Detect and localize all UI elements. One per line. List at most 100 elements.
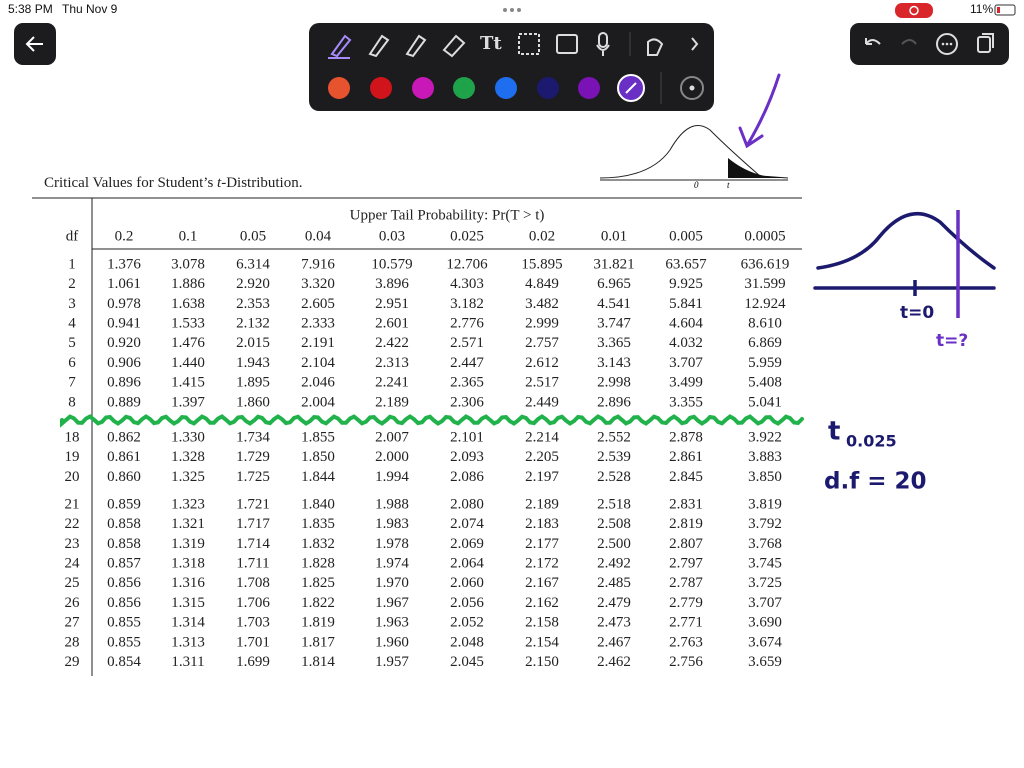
pages[interactable] bbox=[977, 36, 991, 53]
value-cell: 6.965 bbox=[597, 276, 631, 292]
value-cell: 0.857 bbox=[107, 556, 141, 572]
value-cell: 2.132 bbox=[236, 316, 270, 332]
value-cell: 2.074 bbox=[450, 516, 484, 532]
status-time: 5:38 PM bbox=[8, 2, 53, 16]
value-cell: 2.007 bbox=[375, 429, 409, 445]
value-cell: 1.988 bbox=[375, 496, 409, 512]
column-header: 0.02 bbox=[529, 228, 555, 244]
df-cell: 1 bbox=[68, 256, 76, 272]
pencil-tool[interactable] bbox=[368, 34, 390, 58]
value-cell: 2.056 bbox=[450, 595, 484, 611]
value-cell: 3.883 bbox=[748, 449, 782, 465]
value-cell: 31.599 bbox=[744, 276, 785, 292]
value-cell: 2.479 bbox=[597, 595, 631, 611]
value-cell: 9.925 bbox=[669, 276, 703, 292]
swatch[interactable] bbox=[328, 77, 350, 99]
value-cell: 2.045 bbox=[450, 654, 484, 670]
value-cell: 0.906 bbox=[107, 355, 141, 371]
swatch[interactable] bbox=[578, 77, 600, 99]
df-cell: 2 bbox=[68, 276, 76, 292]
status-date: Thu Nov 9 bbox=[62, 2, 118, 16]
value-cell: 1.943 bbox=[236, 355, 270, 371]
value-cell: 2.046 bbox=[301, 375, 335, 391]
value-cell: 2.353 bbox=[236, 296, 270, 312]
value-cell: 1.970 bbox=[375, 575, 409, 591]
value-cell: 3.355 bbox=[669, 394, 703, 410]
title-text: Critical Values for Student’s bbox=[44, 175, 217, 191]
value-cell: 2.183 bbox=[525, 516, 559, 532]
value-cell: 1.822 bbox=[301, 595, 335, 611]
value-cell: 2.000 bbox=[375, 449, 409, 465]
swatch[interactable] bbox=[537, 77, 559, 99]
value-cell: 1.315 bbox=[171, 595, 205, 611]
value-cell: 1.832 bbox=[301, 536, 335, 552]
value-cell: 4.604 bbox=[669, 316, 703, 332]
value-cell: 2.447 bbox=[450, 355, 484, 371]
column-header: 0.05 bbox=[240, 228, 266, 244]
value-cell: 3.707 bbox=[669, 355, 703, 371]
value-cell: 2.052 bbox=[450, 615, 484, 631]
text-tool[interactable]: Tt bbox=[480, 33, 502, 54]
value-cell: 1.699 bbox=[236, 654, 270, 670]
swatch[interactable] bbox=[453, 77, 475, 99]
column-header: 0.2 bbox=[115, 228, 134, 244]
value-cell: 3.922 bbox=[748, 429, 782, 445]
value-cell: 1.376 bbox=[107, 256, 141, 272]
value-cell: 3.320 bbox=[301, 276, 335, 292]
stroke-width[interactable] bbox=[680, 76, 704, 100]
value-cell: 2.601 bbox=[375, 316, 409, 332]
more-menu[interactable] bbox=[936, 33, 958, 55]
value-cell: 2.306 bbox=[450, 394, 484, 410]
value-cell: 0.856 bbox=[107, 595, 141, 611]
value-cell: 0.859 bbox=[107, 496, 141, 512]
value-cell: 0.978 bbox=[107, 296, 141, 312]
df-cell: 4 bbox=[68, 316, 76, 332]
value-cell: 1.321 bbox=[171, 516, 205, 532]
value-cell: 2.365 bbox=[450, 375, 484, 391]
value-cell: 2.763 bbox=[669, 634, 703, 650]
value-cell: 1.323 bbox=[171, 496, 205, 512]
value-cell: 2.779 bbox=[669, 595, 703, 611]
more-tools[interactable] bbox=[691, 37, 699, 51]
df-cell: 18 bbox=[65, 429, 80, 445]
undo[interactable] bbox=[865, 38, 881, 45]
image-tool[interactable] bbox=[556, 34, 578, 54]
value-cell: 4.849 bbox=[525, 276, 559, 292]
action-bar bbox=[850, 23, 1009, 65]
swatch[interactable] bbox=[370, 77, 392, 99]
value-cell: 2.069 bbox=[450, 536, 484, 552]
swatch[interactable] bbox=[495, 77, 517, 99]
table-title: Critical Values for Student’s t-Distribu… bbox=[44, 175, 302, 191]
value-cell: 1.330 bbox=[171, 429, 205, 445]
value-cell: 2.189 bbox=[525, 496, 559, 512]
value-cell: 15.895 bbox=[521, 256, 562, 272]
mic-tool[interactable] bbox=[598, 32, 608, 48]
lasso-tool[interactable] bbox=[518, 33, 540, 55]
touch-tool[interactable] bbox=[647, 38, 664, 56]
value-cell: 1.440 bbox=[171, 355, 205, 371]
value-cell: 2.004 bbox=[301, 394, 335, 410]
value-cell: 2.757 bbox=[525, 335, 559, 351]
value-cell: 1.714 bbox=[236, 536, 270, 552]
value-cell: 1.729 bbox=[236, 449, 270, 465]
eraser-tool[interactable] bbox=[442, 34, 466, 58]
value-cell: 0.855 bbox=[107, 615, 141, 631]
highlighter-tool[interactable] bbox=[405, 34, 427, 58]
value-cell: 2.015 bbox=[236, 335, 270, 351]
value-cell: 2.150 bbox=[525, 654, 559, 670]
pen-tool[interactable] bbox=[330, 34, 352, 58]
value-cell: 2.449 bbox=[525, 394, 559, 410]
df-cell: 3 bbox=[68, 296, 76, 312]
swatch[interactable] bbox=[412, 77, 434, 99]
value-cell: 2.528 bbox=[597, 469, 631, 485]
value-cell: 5.408 bbox=[748, 375, 782, 391]
df-cell: 29 bbox=[65, 654, 80, 670]
value-cell: 3.747 bbox=[597, 316, 631, 332]
annotation-t-zero: t=0 bbox=[900, 303, 934, 323]
value-cell: 2.241 bbox=[375, 375, 409, 391]
redo[interactable] bbox=[901, 39, 917, 45]
value-cell: 2.998 bbox=[597, 375, 631, 391]
table-header: Upper Tail Probability: Pr(T > t) bbox=[350, 207, 545, 223]
density-curve bbox=[599, 125, 789, 179]
